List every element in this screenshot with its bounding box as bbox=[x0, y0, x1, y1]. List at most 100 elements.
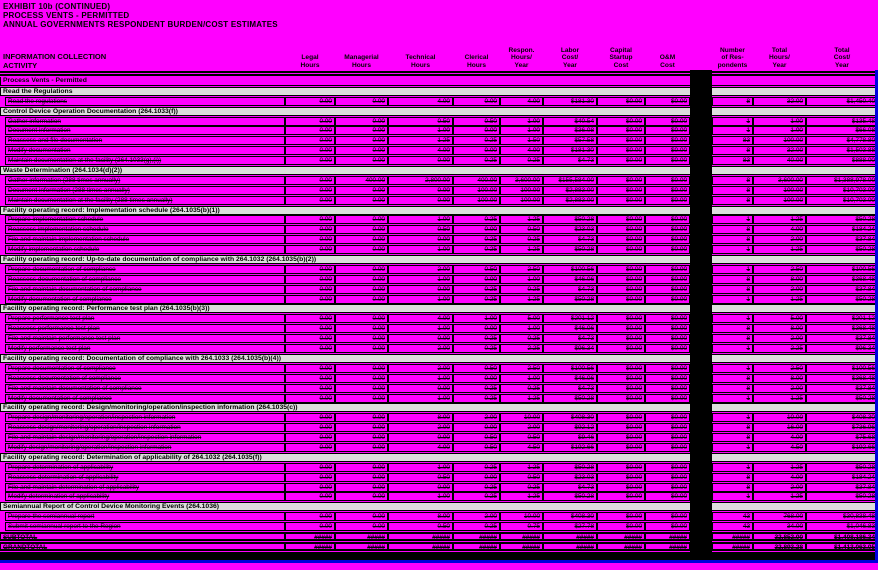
value-cell: $201.12 bbox=[543, 314, 597, 324]
value-cell: 0.25 bbox=[453, 284, 500, 294]
value-cell: 0.25 bbox=[453, 383, 500, 393]
value-cell: 8.00 bbox=[753, 274, 806, 284]
table-row: Prepare implementation schedule 0.00 0.00 1… bbox=[0, 215, 878, 225]
value-cell: 0.25 bbox=[500, 334, 543, 344]
value-cell: 2.00 bbox=[388, 423, 453, 433]
value-cell: 400.00 bbox=[335, 175, 388, 185]
value-cell: 2.50 bbox=[500, 363, 543, 373]
value-cell: $0.00 bbox=[597, 146, 645, 156]
value-cell: 1.00 bbox=[500, 126, 543, 136]
value-cell: $10,703.00 bbox=[806, 185, 878, 195]
value-cell: 1.25 bbox=[500, 492, 543, 502]
activity-label: File and maintain determination of appli… bbox=[5, 482, 285, 492]
value-cell: 0.00 bbox=[285, 116, 335, 126]
value-cell: $0.00 bbox=[597, 264, 645, 274]
activity-label: Reassess determination of applicability bbox=[5, 472, 285, 482]
value-cell: 1 bbox=[712, 264, 753, 274]
value-cell: 0.00 bbox=[285, 314, 335, 324]
value-cell: 0.25 bbox=[453, 156, 500, 166]
value-cell: 8.00 bbox=[388, 413, 453, 423]
value-cell: 0.50 bbox=[388, 472, 453, 482]
table-row: Reassess design/monitoring/operation/ins… bbox=[0, 423, 878, 433]
value-cell: 0.00 bbox=[285, 522, 335, 532]
table-row: File and maintain documentation of compl… bbox=[0, 383, 878, 394]
activity-label: Gather information bbox=[5, 116, 285, 126]
column-header: Number of Res- pondents bbox=[717, 46, 748, 69]
value-cell: $0.00 bbox=[645, 116, 690, 126]
table-row: File and maintain design/monitoring/oper… bbox=[0, 433, 878, 443]
value-cell: 83 bbox=[712, 136, 753, 146]
value-cell: 0.00 bbox=[335, 413, 388, 423]
table-row: Modify documentation of compliance 0.00 0.… bbox=[0, 294, 878, 305]
value-cell: 0.50 bbox=[388, 522, 453, 532]
value-cell: 32,852.00 bbox=[753, 531, 806, 541]
table-row: Read the regulations 0.00 0.00 4.00 0.00 4.00… bbox=[0, 96, 878, 107]
value-cell: 0.00 bbox=[285, 413, 335, 423]
value-cell: $0.00 bbox=[645, 225, 690, 235]
value-cell: 0.50 bbox=[453, 363, 500, 373]
value-cell: $96.34 bbox=[806, 344, 878, 354]
value-cell: $184.24 bbox=[806, 225, 878, 235]
value-cell: 768.00 bbox=[753, 512, 806, 522]
value-cell: 0.00 bbox=[285, 383, 335, 393]
value-cell: 0.00 bbox=[335, 126, 388, 136]
value-cell: 1.00 bbox=[388, 215, 453, 225]
value-cell: 32,893.28 bbox=[753, 541, 806, 551]
value-cell: $9.46 bbox=[543, 433, 597, 443]
value-cell: 1 bbox=[712, 314, 753, 324]
table-row: Document information 0.00 0.00 1.00 0.00 1.00… bbox=[0, 126, 878, 136]
value-cell: 1.25 bbox=[500, 393, 543, 403]
value-cell: $0.00 bbox=[645, 433, 690, 443]
value-cell: 1 bbox=[712, 344, 753, 354]
value-cell: $1,413,063.05 bbox=[806, 541, 878, 551]
value-cell: 8.00 bbox=[753, 373, 806, 383]
table-row: Modify performance test plan 0.00 0.00 2.00… bbox=[0, 344, 878, 354]
value-cell: 1.00 bbox=[388, 274, 453, 284]
value-cell: $100.56 bbox=[543, 363, 597, 373]
value-cell: $0.00 bbox=[597, 442, 645, 452]
row-label: Facility operating record: Up-to-date do… bbox=[0, 255, 878, 265]
value-cell: 1.50 bbox=[500, 136, 543, 146]
activity-label: Prepare determination of applicability bbox=[5, 462, 285, 472]
value-cell: 100.00 bbox=[500, 195, 543, 205]
value-cell: 0.00 bbox=[335, 314, 388, 324]
value-cell: ##### bbox=[543, 531, 597, 541]
value-cell: 0.25 bbox=[453, 344, 500, 354]
activity-column-header: INFORMATION COLLECTION ACTIVITY bbox=[3, 52, 107, 70]
value-cell: $50.28 bbox=[806, 245, 878, 255]
row-label: Facility operating record: Implementatio… bbox=[0, 205, 878, 215]
activity-label: Modify implementation schedule bbox=[5, 245, 285, 255]
value-cell: 8 bbox=[712, 235, 753, 245]
value-cell: $50.28 bbox=[543, 393, 597, 403]
value-cell: $0.00 bbox=[645, 393, 690, 403]
value-cell: 0.00 bbox=[335, 472, 388, 482]
value-cell: 2.00 bbox=[453, 512, 500, 522]
value-cell: 0.00 bbox=[285, 185, 335, 195]
value-cell: 1.00 bbox=[388, 294, 453, 304]
value-cell: $0.00 bbox=[597, 423, 645, 433]
value-cell: 2.00 bbox=[388, 264, 453, 274]
value-cell: $37.84 bbox=[806, 334, 878, 344]
value-cell: 0.00 bbox=[285, 363, 335, 373]
table-row: Modify implementation schedule 0.00 0.00 1.… bbox=[0, 245, 878, 255]
value-cell: 2.00 bbox=[753, 235, 806, 245]
value-cell: $0.00 bbox=[645, 522, 690, 532]
table-row: Prepare documentation of compliance 0.00 0… bbox=[0, 264, 878, 275]
value-cell: 0.00 bbox=[453, 96, 500, 106]
value-cell: 0.25 bbox=[453, 136, 500, 146]
activity-label: Modify documentation bbox=[5, 146, 285, 156]
value-cell: 1.00 bbox=[453, 314, 500, 324]
value-cell: $0.00 bbox=[645, 175, 690, 185]
value-cell: $0.00 bbox=[645, 512, 690, 522]
value-cell: 2.00 bbox=[753, 284, 806, 294]
value-cell: 1 bbox=[712, 442, 753, 452]
value-cell: $0.00 bbox=[597, 294, 645, 304]
value-cell: 1.00 bbox=[500, 373, 543, 383]
value-cell: $0.00 bbox=[597, 512, 645, 522]
value-cell: $155,584.00 bbox=[543, 175, 597, 185]
value-cell: 4.50 bbox=[753, 442, 806, 452]
value-cell: 8 bbox=[712, 284, 753, 294]
value-cell: 2.25 bbox=[753, 344, 806, 354]
value-cell: 0.25 bbox=[453, 215, 500, 225]
right-blue-rule bbox=[875, 70, 878, 563]
